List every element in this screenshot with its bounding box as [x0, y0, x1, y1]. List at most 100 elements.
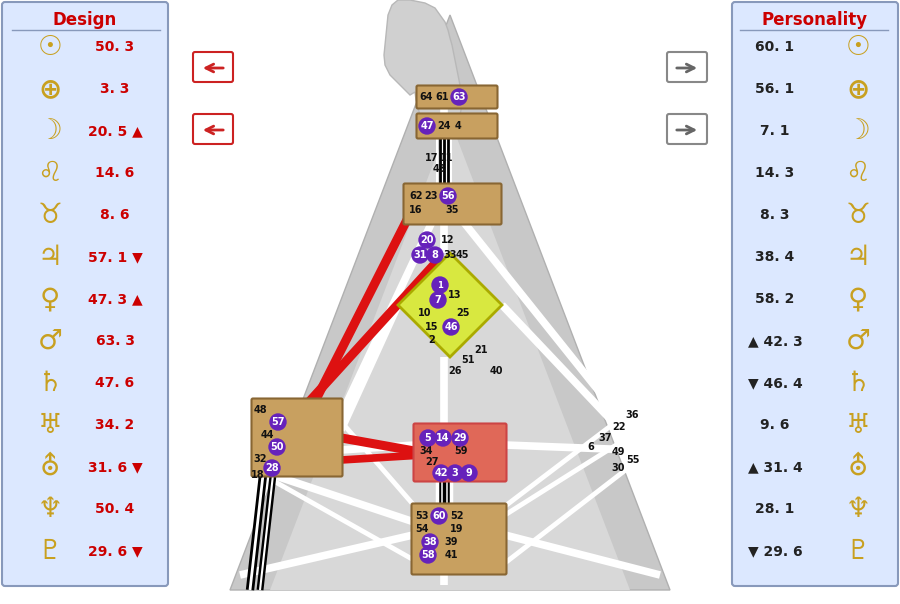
- Text: 13: 13: [448, 290, 462, 300]
- Text: 48: 48: [253, 405, 266, 415]
- FancyBboxPatch shape: [417, 114, 498, 138]
- Text: 14. 6: 14. 6: [95, 166, 135, 180]
- Text: ♄: ♄: [38, 369, 62, 397]
- Text: 61: 61: [436, 92, 449, 102]
- Text: ♅: ♅: [846, 411, 870, 439]
- Circle shape: [432, 277, 448, 293]
- Text: 14. 3: 14. 3: [755, 166, 795, 180]
- Text: 57: 57: [271, 417, 284, 427]
- Text: 47. 6: 47. 6: [95, 376, 135, 390]
- Polygon shape: [230, 15, 670, 590]
- Text: 7. 1: 7. 1: [760, 124, 790, 138]
- Polygon shape: [270, 120, 630, 590]
- Text: 52: 52: [450, 511, 464, 521]
- Text: ♃: ♃: [38, 243, 62, 271]
- Text: ♆: ♆: [38, 495, 62, 523]
- Text: 21: 21: [474, 345, 488, 355]
- Text: 47. 3 ▲: 47. 3 ▲: [87, 292, 142, 306]
- Text: ♅: ♅: [38, 411, 62, 439]
- FancyBboxPatch shape: [403, 184, 501, 225]
- Circle shape: [422, 534, 438, 550]
- Circle shape: [419, 232, 435, 248]
- Text: 62: 62: [410, 191, 423, 201]
- Text: ♉: ♉: [38, 201, 62, 229]
- FancyBboxPatch shape: [667, 52, 707, 82]
- Text: 41: 41: [445, 550, 458, 560]
- Text: 10: 10: [418, 308, 432, 318]
- Circle shape: [452, 430, 468, 446]
- Text: ♀: ♀: [848, 285, 868, 313]
- Polygon shape: [398, 253, 502, 357]
- Text: 49: 49: [611, 447, 625, 457]
- Text: 15: 15: [425, 322, 439, 332]
- FancyBboxPatch shape: [193, 52, 233, 82]
- Text: 31. 6 ▼: 31. 6 ▼: [87, 460, 142, 474]
- Text: 12: 12: [441, 235, 454, 245]
- Circle shape: [270, 414, 286, 430]
- Text: 20. 5 ▲: 20. 5 ▲: [87, 124, 142, 138]
- Circle shape: [451, 89, 467, 105]
- Text: 19: 19: [450, 524, 464, 534]
- Text: 44: 44: [260, 430, 274, 440]
- Text: 57. 1 ▼: 57. 1 ▼: [87, 250, 142, 264]
- Text: 42: 42: [434, 468, 448, 478]
- Circle shape: [420, 547, 436, 563]
- Text: 39: 39: [445, 537, 458, 547]
- Text: 8. 6: 8. 6: [100, 208, 130, 222]
- Text: ☉: ☉: [846, 33, 870, 61]
- Text: 5: 5: [425, 433, 431, 443]
- Text: 8. 3: 8. 3: [760, 208, 790, 222]
- Text: 11: 11: [440, 153, 454, 163]
- Text: 7: 7: [435, 295, 441, 305]
- Circle shape: [264, 460, 280, 476]
- Text: 37: 37: [598, 433, 612, 443]
- Circle shape: [433, 465, 449, 481]
- Text: ♉: ♉: [846, 201, 870, 229]
- Text: 23: 23: [424, 191, 437, 201]
- Text: 18: 18: [251, 470, 265, 480]
- Text: 9: 9: [465, 468, 472, 478]
- Text: 64: 64: [419, 92, 433, 102]
- Text: ☽: ☽: [38, 117, 62, 145]
- Circle shape: [435, 430, 451, 446]
- FancyBboxPatch shape: [417, 86, 498, 109]
- Text: 14: 14: [436, 433, 450, 443]
- Text: 50: 50: [270, 442, 284, 452]
- Text: ♄: ♄: [846, 369, 870, 397]
- Text: 29: 29: [454, 433, 467, 443]
- Text: ☉: ☉: [38, 33, 62, 61]
- Text: 60: 60: [432, 511, 446, 521]
- Text: ▼ 29. 6: ▼ 29. 6: [748, 544, 802, 558]
- Text: ⊕: ⊕: [39, 75, 61, 103]
- FancyBboxPatch shape: [667, 114, 707, 144]
- Text: ♆: ♆: [846, 495, 870, 523]
- Text: ♂: ♂: [846, 327, 870, 355]
- Text: 45: 45: [455, 250, 469, 260]
- Text: 43: 43: [432, 164, 446, 174]
- Circle shape: [427, 247, 443, 263]
- Circle shape: [412, 247, 428, 263]
- Text: 27: 27: [425, 457, 439, 467]
- Text: ⛢: ⛢: [40, 453, 60, 481]
- Text: ▼ 46. 4: ▼ 46. 4: [748, 376, 803, 390]
- Text: 40: 40: [490, 366, 503, 376]
- Text: 31: 31: [413, 250, 427, 260]
- Text: ♌: ♌: [38, 159, 62, 187]
- Text: ♃: ♃: [846, 243, 870, 271]
- Circle shape: [430, 292, 446, 308]
- Text: 22: 22: [612, 422, 625, 432]
- Text: Personality: Personality: [762, 11, 868, 29]
- Text: 35: 35: [446, 205, 459, 215]
- Text: 56: 56: [441, 191, 454, 201]
- Text: 4: 4: [454, 121, 462, 131]
- Text: 58. 2: 58. 2: [755, 292, 795, 306]
- Text: Design: Design: [53, 11, 117, 29]
- Text: 28: 28: [266, 463, 279, 473]
- Circle shape: [447, 465, 463, 481]
- Circle shape: [420, 430, 436, 446]
- Text: 6: 6: [588, 442, 594, 452]
- Text: ♌: ♌: [846, 159, 870, 187]
- Text: ☽: ☽: [846, 117, 870, 145]
- FancyBboxPatch shape: [2, 2, 168, 586]
- Text: 50. 4: 50. 4: [95, 502, 135, 516]
